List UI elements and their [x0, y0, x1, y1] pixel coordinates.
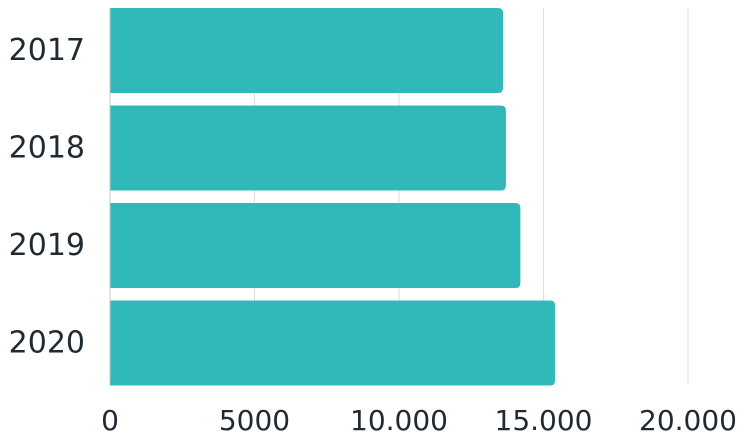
- x-tick-label-15.000: 15.000: [495, 404, 593, 437]
- category-label-2019: 2019: [9, 228, 85, 263]
- x-axis-tick-labels: 0 5000 10.000 15.000 20.000: [101, 404, 737, 437]
- category-labels: 2017 2018 2019 2020: [9, 33, 85, 361]
- bar-2018: [110, 105, 506, 191]
- bar-2020: [110, 300, 556, 386]
- x-tick-label-10.000: 10.000: [350, 404, 448, 437]
- bar-2019: [110, 203, 521, 288]
- category-label-2017: 2017: [9, 33, 85, 68]
- bar-2017: [110, 8, 504, 93]
- category-label-2020: 2020: [9, 326, 85, 361]
- x-tick-label-5000: 5000: [219, 404, 290, 437]
- bars: [110, 8, 556, 386]
- x-tick-label-20.000: 20.000: [639, 404, 737, 437]
- x-tick-label-0: 0: [101, 404, 119, 437]
- category-label-2018: 2018: [9, 131, 85, 166]
